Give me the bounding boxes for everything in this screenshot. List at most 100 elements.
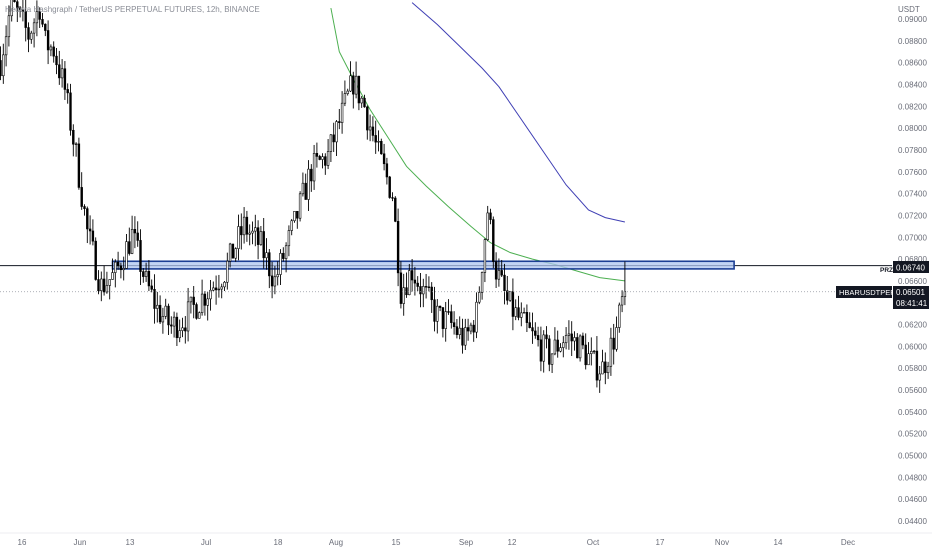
- candle-body: [206, 298, 209, 306]
- candle-body: [444, 311, 447, 329]
- candle-body: [346, 90, 349, 94]
- candle-body: [550, 353, 554, 365]
- time-axis[interactable]: 16 Jun 13 Jul 18 Aug 15 Sep 12 Oct 17 Nov 14 Dec: [18, 538, 856, 547]
- candle-body: [592, 350, 596, 353]
- candle-body: [72, 129, 75, 145]
- candle-body: [357, 75, 361, 104]
- candle-body: [413, 279, 417, 284]
- candle-body: [391, 197, 394, 199]
- candle-body: [416, 282, 419, 287]
- moving-average-fast: [330, 7, 625, 282]
- candle-body: [293, 211, 296, 222]
- candle-body: [242, 216, 246, 236]
- candle-body: [100, 278, 103, 291]
- candle-body: [366, 106, 369, 131]
- candle-body: [422, 286, 425, 295]
- candle-body: [58, 64, 61, 79]
- candle-body: [259, 231, 263, 245]
- y-tick-label: 0.08600: [898, 59, 927, 68]
- candle-body: [385, 163, 389, 178]
- candle-body: [352, 75, 355, 95]
- candle-body: [237, 226, 240, 249]
- candle-body: [167, 305, 170, 326]
- candle-body: [620, 296, 624, 306]
- candle-body: [181, 327, 184, 331]
- candle-body: [203, 293, 207, 306]
- candle-body: [396, 221, 400, 274]
- candle-body: [220, 286, 223, 290]
- candle-body: [508, 291, 512, 301]
- candle-body: [399, 272, 403, 304]
- candle-body: [595, 350, 599, 381]
- candle-body: [326, 151, 330, 166]
- candle-body: [394, 197, 397, 222]
- candle-body: [573, 337, 576, 342]
- candle-body: [570, 333, 573, 342]
- candle-body: [556, 339, 559, 352]
- candle-body: [466, 327, 470, 332]
- candle-body: [0, 60, 2, 77]
- candle-body: [240, 226, 243, 236]
- candle-body: [612, 337, 615, 350]
- candle-body: [175, 316, 179, 339]
- candle-body: [349, 75, 352, 92]
- candle-body: [307, 168, 310, 200]
- y-tick-label: 0.07400: [898, 190, 927, 199]
- x-tick-label: 18: [274, 538, 283, 547]
- moving-average-slow: [411, 2, 626, 223]
- candle-body: [270, 275, 274, 287]
- candle-body: [170, 324, 173, 327]
- candle-body: [83, 206, 86, 209]
- candle-body: [545, 334, 548, 340]
- candle-body: [282, 252, 285, 259]
- candle-body: [489, 212, 492, 220]
- x-tick-label: 16: [18, 538, 27, 547]
- x-tick-label: Aug: [329, 538, 343, 547]
- x-tick-label: 17: [656, 538, 665, 547]
- candle-body: [455, 326, 459, 335]
- candle-body: [32, 22, 36, 34]
- candle-body: [223, 281, 226, 288]
- candle-body: [38, 11, 41, 20]
- candle-body: [147, 270, 151, 287]
- candle-body: [388, 176, 391, 198]
- candle-body: [80, 187, 83, 207]
- candle-body: [245, 216, 249, 235]
- candle-body: [380, 140, 383, 155]
- candle-body: [522, 312, 526, 314]
- candle-body: [125, 241, 128, 269]
- candlestick-series: [0, 0, 627, 393]
- candle-body: [548, 338, 551, 365]
- candle-body: [251, 230, 254, 234]
- candle-body: [377, 140, 380, 143]
- candle-body: [338, 121, 341, 123]
- candle-body: [209, 289, 212, 300]
- candle-body: [212, 287, 215, 291]
- candle-body: [497, 270, 501, 280]
- y-tick-label: 0.07200: [898, 211, 927, 220]
- candle-body: [91, 230, 95, 242]
- candle-body: [480, 272, 484, 293]
- candle-body: [18, 7, 22, 10]
- bar-countdown: 08:41:41: [896, 299, 928, 308]
- x-tick-label: 15: [392, 538, 401, 547]
- candle-body: [142, 271, 145, 277]
- candle-body: [335, 121, 338, 143]
- candle-body: [363, 97, 366, 108]
- candle-body: [198, 312, 201, 319]
- candle-body: [55, 55, 58, 66]
- x-tick-label: 12: [508, 538, 517, 547]
- candle-body: [192, 296, 195, 305]
- candle-body: [2, 54, 5, 77]
- candle-body: [458, 327, 461, 335]
- prz-tag: PRZ: [880, 267, 893, 274]
- candle-body: [539, 339, 543, 362]
- candle-body: [520, 312, 523, 318]
- candle-body: [478, 292, 481, 303]
- price-axis[interactable]: 0.09000 0.08800 0.08600 0.08400 0.08200 0.080…: [898, 15, 927, 526]
- candle-body: [265, 252, 268, 259]
- candle-body: [318, 156, 321, 160]
- candle-body: [587, 353, 590, 366]
- candle-body: [4, 36, 8, 56]
